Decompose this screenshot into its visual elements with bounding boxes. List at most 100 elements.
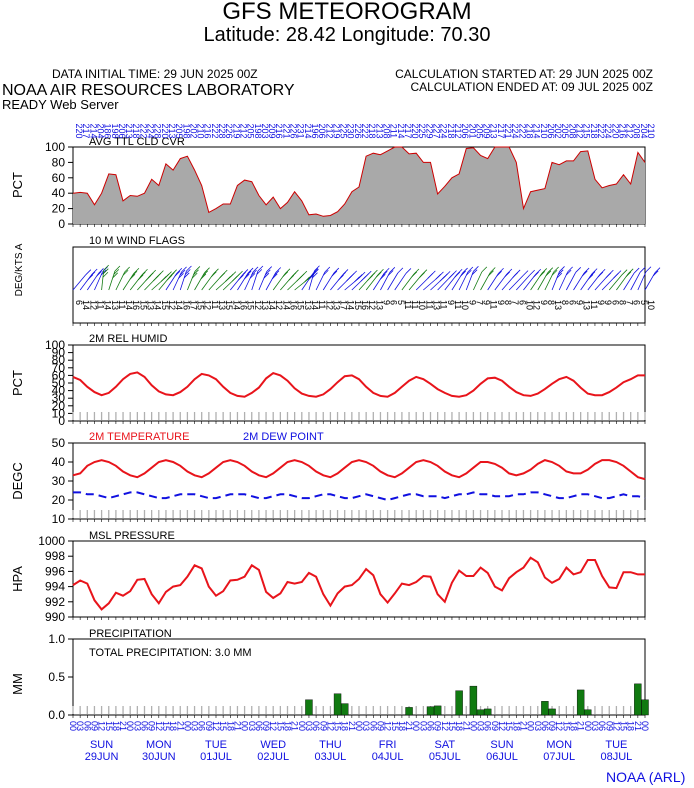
wind-barb-staff <box>387 272 399 291</box>
total-precipitation-text: TOTAL PRECIPITATION: 3.0 MM <box>89 647 252 659</box>
wind-speed-label: 16 <box>238 300 248 310</box>
wind-direction-label: 220 <box>74 123 84 138</box>
wind-barb-feather <box>331 270 338 277</box>
wind-barb <box>201 268 219 291</box>
wind-barb <box>551 266 565 291</box>
wind-speed-label: 14 <box>153 300 163 310</box>
wind-direction-label: 203 <box>260 123 270 138</box>
wind-barb-feather <box>122 269 129 276</box>
wind-barb-feather <box>654 267 661 273</box>
wind-speed-label: 7 <box>625 300 635 305</box>
server-name: READY Web Server <box>2 97 119 112</box>
wind-speed-label: 9 <box>575 300 585 305</box>
wind-barb-feather <box>137 274 144 281</box>
hour-label: 06 <box>540 721 550 731</box>
series-line <box>72 556 645 611</box>
wind-direction-label: 224 <box>439 123 449 138</box>
y-tick-label: 994 <box>45 580 65 594</box>
wind-barb <box>237 267 254 291</box>
day-label: MON <box>546 739 572 751</box>
wind-barb-feather <box>627 268 634 275</box>
wind-direction-label: 208 <box>567 123 577 138</box>
wind-barb-feather <box>522 270 529 276</box>
y-tick-label: 1.0 <box>48 632 65 646</box>
hour-label: 12 <box>211 721 221 731</box>
wind-barb-feather <box>85 269 92 275</box>
wind-barb-feather <box>378 268 384 275</box>
wind-direction-label: 186 <box>103 123 113 138</box>
wind-speed-label: 13 <box>217 300 227 310</box>
precip-bar <box>305 699 313 716</box>
wind-barb-feather <box>256 269 263 275</box>
wind-barb <box>437 270 457 291</box>
location-text: Latitude: 28.42 Longitude: 70.30 <box>203 24 491 46</box>
wind-direction-label: 205 <box>560 123 570 138</box>
y-tick-label: 90 <box>52 346 66 360</box>
wind-speed-label: 8 <box>560 300 570 305</box>
wind-barb-feather <box>413 268 420 275</box>
wind-barb-staff <box>72 274 87 291</box>
wind-speed-label: 12 <box>274 300 284 310</box>
wind-speed-label: 15 <box>196 300 206 310</box>
wind-barb-feather <box>471 269 478 275</box>
precip-bar <box>548 708 556 716</box>
wind-speed-label: 8 <box>546 300 556 305</box>
wind-barb-feather <box>545 270 552 277</box>
wind-barb-feather <box>597 271 604 278</box>
wind-direction-label: 206 <box>460 123 470 138</box>
wind-direction-label: 212 <box>453 123 463 138</box>
y-tick-label: 50 <box>52 376 66 390</box>
hour-label: 18 <box>626 721 636 731</box>
wind-barb-feather <box>448 272 455 279</box>
day-label: SUN <box>90 739 113 751</box>
wind-speed-label: 10 <box>646 300 656 310</box>
wind-barb <box>544 266 559 291</box>
wind-barb-feather <box>466 269 472 276</box>
hour-label: 00 <box>125 721 135 731</box>
wind-barb-feather <box>191 272 198 279</box>
wind-barb-feather <box>625 271 632 278</box>
series-line <box>72 146 646 217</box>
hour-label: 12 <box>440 721 450 731</box>
wind-barb-feather <box>621 269 628 275</box>
wind-direction-label: 198 <box>181 123 191 138</box>
hour-label: 15 <box>275 721 285 731</box>
precip-bar <box>584 709 592 716</box>
hour-label: 00 <box>411 721 421 731</box>
wind-barb-feather <box>397 267 404 274</box>
wind-speed-label: 12 <box>532 300 542 310</box>
wind-speed-label: 9 <box>381 300 391 305</box>
wind-direction-label: 204 <box>639 123 649 138</box>
wind-barb <box>616 268 634 291</box>
hour-label: 00 <box>240 721 250 731</box>
wind-barb-feather <box>567 266 573 273</box>
day-label: THU <box>319 739 342 751</box>
wind-direction-label: 210 <box>539 123 549 138</box>
wind-barb <box>308 265 320 291</box>
wind-barb <box>251 265 264 291</box>
wind-barb-feather <box>333 267 340 274</box>
wind-speed-label: 10 <box>460 300 470 310</box>
wind-barb-feather <box>556 272 563 279</box>
wind-barb-feather <box>460 270 466 277</box>
precip-bar <box>455 690 463 716</box>
panel-title: MSL PRESSURE <box>89 530 175 542</box>
hour-label: 15 <box>333 721 343 731</box>
hour-label: 09 <box>433 721 443 731</box>
day-label: TUE <box>205 739 227 751</box>
y-tick-label: 80 <box>52 353 66 367</box>
wind-speed-label: 14 <box>281 300 291 310</box>
wind-speed-label: 9 <box>596 300 606 305</box>
wind-direction-label: 220 <box>410 123 420 138</box>
wind-direction-label: 210 <box>196 123 206 138</box>
wind-barb-feather <box>559 266 565 272</box>
wind-direction-label: 212 <box>238 123 248 138</box>
wind-barb <box>580 268 598 291</box>
wind-speed-label: 12 <box>253 300 263 310</box>
hour-label: 00 <box>526 721 536 731</box>
precip-bar <box>476 709 485 716</box>
y-tick-label: 40 <box>52 455 66 469</box>
wind-speed-label: 9 <box>482 300 492 305</box>
wind-barb <box>137 269 157 291</box>
hour-label: 21 <box>290 721 300 731</box>
